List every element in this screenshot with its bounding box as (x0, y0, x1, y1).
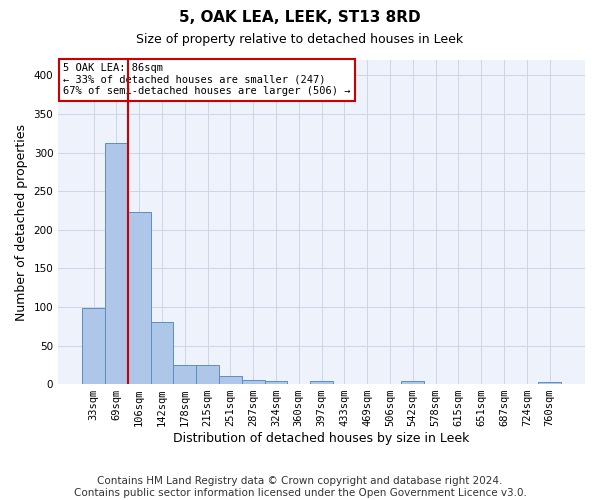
Bar (173, 365, 196, 384)
Y-axis label: Number of detached properties: Number of detached properties (15, 124, 28, 320)
Bar (196, 365, 219, 384)
Bar (538, 382, 561, 384)
Text: 5 OAK LEA: 86sqm
← 33% of detached houses are smaller (247)
67% of semi-detached: 5 OAK LEA: 86sqm ← 33% of detached house… (64, 63, 351, 96)
Bar (219, 376, 242, 384)
Bar (105, 142, 128, 384)
Text: Contains HM Land Registry data © Crown copyright and database right 2024.
Contai: Contains HM Land Registry data © Crown c… (74, 476, 526, 498)
Bar (82, 308, 105, 384)
Bar (265, 381, 287, 384)
Bar (401, 381, 424, 384)
Bar (310, 381, 333, 384)
Text: Size of property relative to detached houses in Leek: Size of property relative to detached ho… (136, 32, 464, 46)
Bar (128, 212, 151, 384)
Bar (151, 322, 173, 384)
Text: 5, OAK LEA, LEEK, ST13 8RD: 5, OAK LEA, LEEK, ST13 8RD (179, 10, 421, 25)
Bar (242, 380, 265, 384)
X-axis label: Distribution of detached houses by size in Leek: Distribution of detached houses by size … (173, 432, 470, 445)
